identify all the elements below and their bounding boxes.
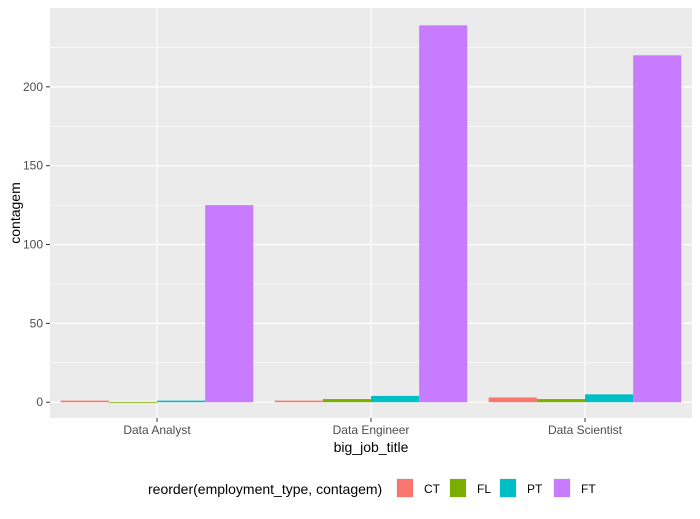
y-tick-label: 50 — [30, 316, 44, 330]
bars — [60, 25, 682, 404]
legend-label-FT: FT — [581, 482, 596, 496]
y-axis: 0 50 100 150 200 — [23, 80, 50, 409]
legend-title: reorder(employment_type, contagem) — [148, 481, 382, 497]
x-axis: Data Analyst Data Engineer Data Scientist — [123, 418, 623, 437]
bar-FL-0 — [108, 402, 157, 404]
legend-key-PT — [500, 479, 516, 497]
legend-label-PT: PT — [527, 482, 543, 496]
y-tick-label: 200 — [23, 80, 43, 94]
y-axis-title: contagem — [7, 182, 23, 243]
bar-FL-2 — [536, 399, 585, 403]
x-tick-label: Data Analyst — [123, 423, 191, 437]
bar-FT-2 — [633, 55, 682, 403]
x-axis-title: big_job_title — [334, 439, 409, 455]
y-tick-label: 100 — [23, 238, 43, 252]
legend-key-CT — [397, 479, 413, 497]
legend-key-FL — [450, 479, 466, 497]
x-tick-label: Data Engineer — [333, 423, 410, 437]
y-tick-label: 150 — [23, 159, 43, 173]
legend-label-CT: CT — [424, 482, 441, 496]
legend-key-FT — [554, 479, 570, 497]
bar-PT-1 — [371, 395, 420, 403]
legend: reorder(employment_type, contagem) CT FL P… — [148, 478, 596, 498]
bar-CT-2 — [488, 397, 537, 403]
y-tick-label: 0 — [36, 395, 43, 409]
bar-PT-2 — [585, 394, 634, 403]
bar-FT-1 — [419, 25, 468, 403]
bar-CT-1 — [274, 400, 323, 403]
bar-PT-0 — [157, 400, 206, 403]
legend-label-FL: FL — [477, 482, 491, 496]
bar-FT-0 — [205, 205, 254, 403]
bar-CT-0 — [60, 400, 109, 403]
x-tick-label: Data Scientist — [548, 423, 623, 437]
bar-FL-1 — [322, 399, 371, 403]
